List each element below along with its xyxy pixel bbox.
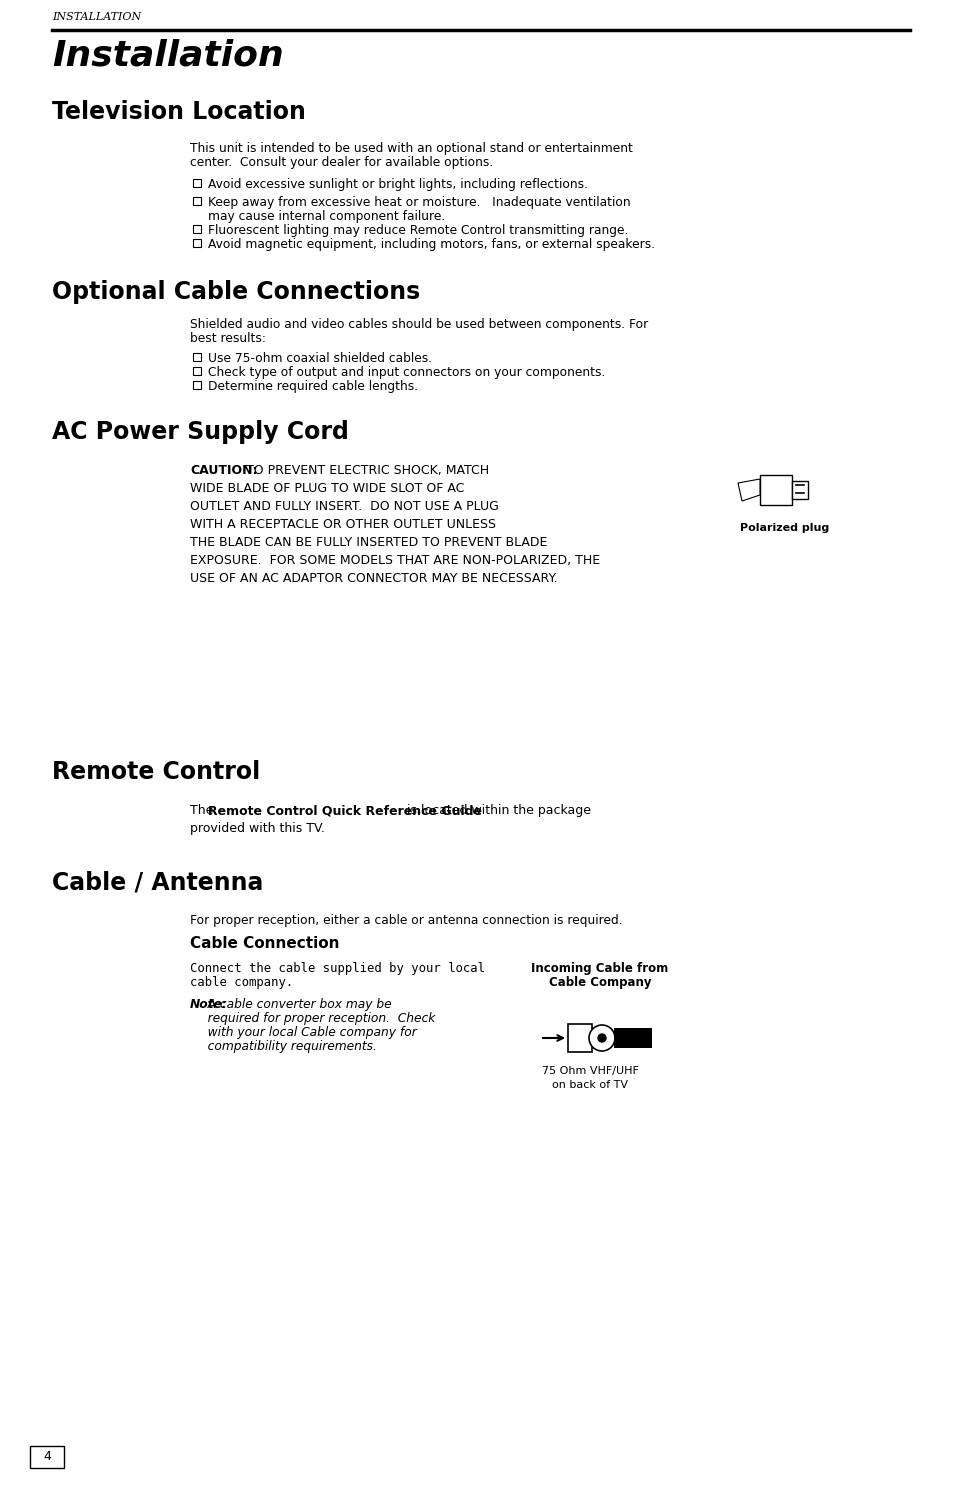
Text: WIDE BLADE OF PLUG TO WIDE SLOT OF AC: WIDE BLADE OF PLUG TO WIDE SLOT OF AC — [190, 482, 464, 496]
Polygon shape — [738, 479, 760, 501]
Text: A cable converter box may be: A cable converter box may be — [195, 998, 392, 1010]
Text: Avoid magnetic equipment, including motors, fans, or external speakers.: Avoid magnetic equipment, including moto… — [208, 238, 655, 251]
Bar — [193, 179, 201, 187]
Text: Determine required cable lengths.: Determine required cable lengths. — [208, 379, 417, 393]
Text: Polarized plug: Polarized plug — [740, 522, 828, 533]
Text: compatibility requirements.: compatibility requirements. — [195, 1040, 376, 1054]
Text: INSTALLATION: INSTALLATION — [52, 12, 141, 22]
Text: Shielded audio and video cables should be used between components. For: Shielded audio and video cables should b… — [190, 318, 648, 330]
Text: cable company.: cable company. — [190, 976, 293, 990]
Bar — [193, 240, 201, 247]
Text: required for proper reception.  Check: required for proper reception. Check — [195, 1012, 435, 1025]
Text: THE BLADE CAN BE FULLY INSERTED TO PREVENT BLADE: THE BLADE CAN BE FULLY INSERTED TO PREVE… — [190, 536, 547, 549]
Bar — [193, 353, 201, 362]
Text: may cause internal component failure.: may cause internal component failure. — [208, 210, 445, 223]
Circle shape — [598, 1034, 605, 1042]
Text: Keep away from excessive heat or moisture.   Inadequate ventilation: Keep away from excessive heat or moistur… — [208, 196, 630, 208]
Bar — [193, 225, 201, 234]
Bar — [30, 1446, 64, 1469]
Text: Note:: Note: — [190, 998, 228, 1010]
Text: CAUTION:: CAUTION: — [190, 464, 257, 478]
Text: 4: 4 — [43, 1451, 51, 1464]
Text: Cable Connection: Cable Connection — [190, 936, 339, 951]
Bar — [760, 475, 791, 504]
Text: TO PREVENT ELECTRIC SHOCK, MATCH: TO PREVENT ELECTRIC SHOCK, MATCH — [242, 464, 489, 478]
Text: Incoming Cable from: Incoming Cable from — [531, 963, 668, 975]
Bar — [614, 1028, 651, 1048]
Text: with your local Cable company for: with your local Cable company for — [195, 1027, 416, 1039]
Text: EXPOSURE.  FOR SOME MODELS THAT ARE NON-POLARIZED, THE: EXPOSURE. FOR SOME MODELS THAT ARE NON-P… — [190, 554, 599, 567]
Text: is located within the package: is located within the package — [402, 804, 590, 817]
Text: AC Power Supply Cord: AC Power Supply Cord — [52, 420, 349, 443]
Text: USE OF AN AC ADAPTOR CONNECTOR MAY BE NECESSARY.: USE OF AN AC ADAPTOR CONNECTOR MAY BE NE… — [190, 571, 558, 585]
Text: For proper reception, either a cable or antenna connection is required.: For proper reception, either a cable or … — [190, 914, 622, 927]
Text: Use 75-ohm coaxial shielded cables.: Use 75-ohm coaxial shielded cables. — [208, 353, 432, 365]
Text: Cable / Antenna: Cable / Antenna — [52, 870, 263, 894]
Bar — [567, 1024, 592, 1052]
Text: Check type of output and input connectors on your components.: Check type of output and input connector… — [208, 366, 605, 379]
Bar — [791, 481, 807, 498]
Text: WITH A RECEPTACLE OR OTHER OUTLET UNLESS: WITH A RECEPTACLE OR OTHER OUTLET UNLESS — [190, 518, 496, 531]
Text: Cable Company: Cable Company — [548, 976, 651, 990]
Text: best results:: best results: — [190, 332, 266, 345]
Bar — [193, 368, 201, 375]
Text: Remote Control Quick Reference Guide: Remote Control Quick Reference Guide — [208, 804, 481, 817]
Text: OUTLET AND FULLY INSERT.  DO NOT USE A PLUG: OUTLET AND FULLY INSERT. DO NOT USE A PL… — [190, 500, 498, 513]
Text: center.  Consult your dealer for available options.: center. Consult your dealer for availabl… — [190, 156, 493, 170]
Text: Connect the cable supplied by your local: Connect the cable supplied by your local — [190, 963, 484, 975]
Text: The: The — [190, 804, 217, 817]
Text: Television Location: Television Location — [52, 100, 306, 124]
Text: Installation: Installation — [52, 39, 283, 71]
Text: Avoid excessive sunlight or bright lights, including reflections.: Avoid excessive sunlight or bright light… — [208, 179, 587, 190]
Text: Fluorescent lighting may reduce Remote Control transmitting range.: Fluorescent lighting may reduce Remote C… — [208, 225, 628, 237]
Bar — [193, 381, 201, 388]
Circle shape — [588, 1025, 615, 1051]
Text: This unit is intended to be used with an optional stand or entertainment: This unit is intended to be used with an… — [190, 141, 632, 155]
Text: provided with this TV.: provided with this TV. — [190, 821, 325, 835]
Text: on back of TV: on back of TV — [552, 1080, 627, 1091]
Text: Remote Control: Remote Control — [52, 760, 260, 784]
Bar — [193, 196, 201, 205]
Text: 75 Ohm VHF/UHF: 75 Ohm VHF/UHF — [541, 1065, 638, 1076]
Text: Optional Cable Connections: Optional Cable Connections — [52, 280, 420, 304]
